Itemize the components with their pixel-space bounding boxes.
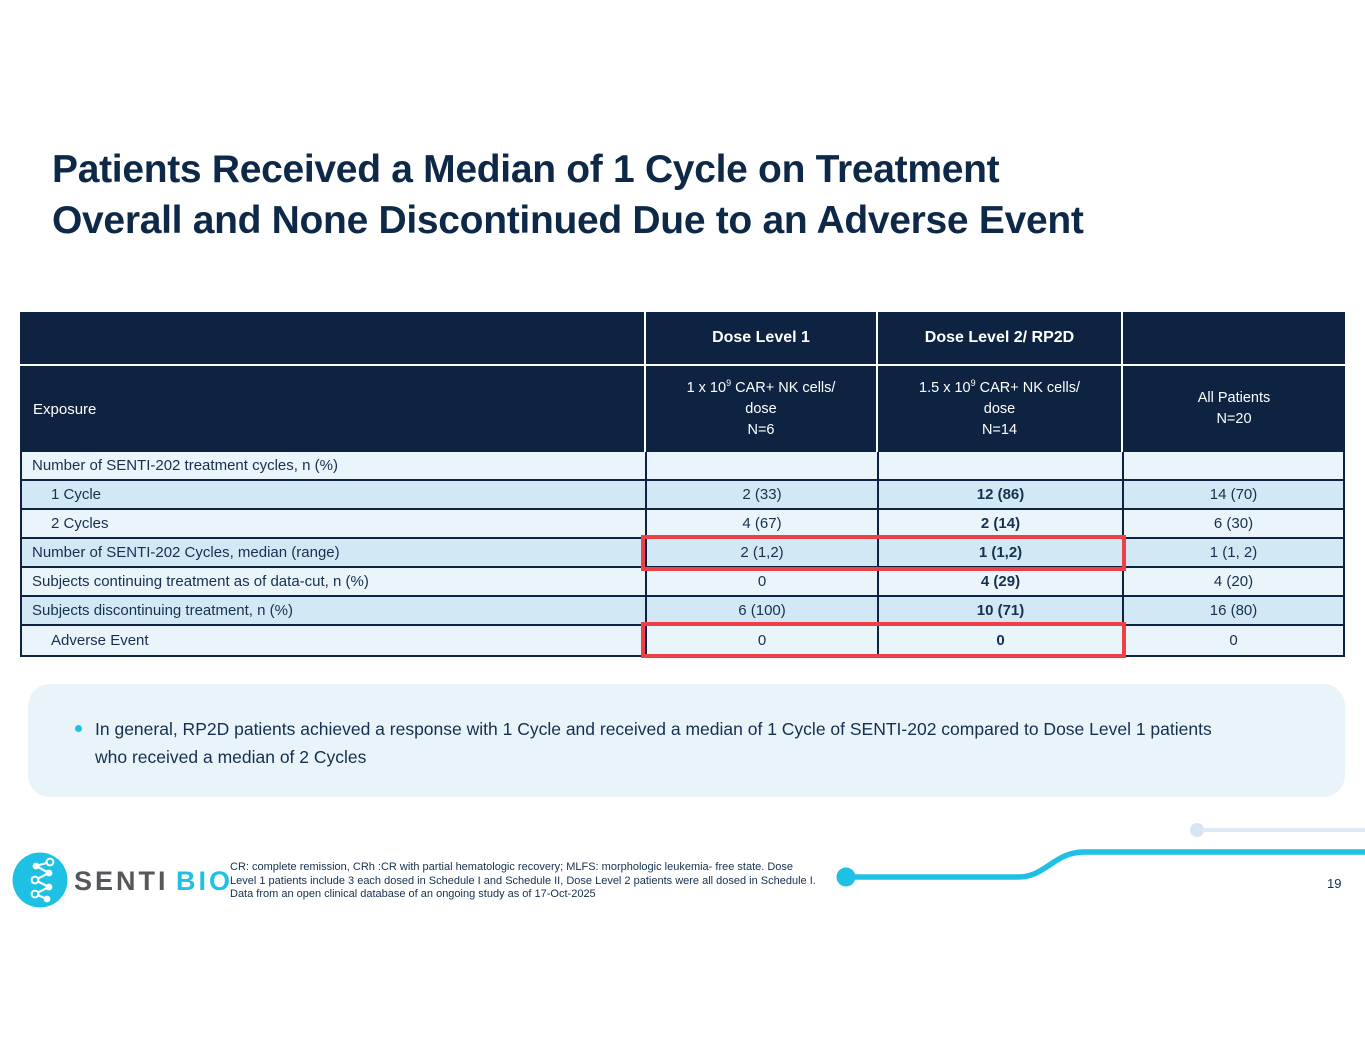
cell-dl1 — [645, 452, 877, 479]
header-empty-right-cell — [1123, 312, 1345, 364]
dl1-exponent: 9 — [726, 377, 732, 388]
row-label: Number of SENTI-202 Cycles, median (rang… — [32, 544, 340, 561]
dl2-dose-line-2: dose — [983, 400, 1016, 417]
logo-wordmark-bio: BIO — [176, 866, 233, 896]
dl1-n: N=6 — [747, 421, 775, 438]
bullet-dot-icon — [75, 725, 82, 732]
logo-wordmark-senti: SENTI — [74, 866, 169, 896]
all-patients-label: All Patients — [1197, 390, 1271, 406]
cyan-accent-line — [843, 849, 1365, 880]
senti-bio-molecule-icon — [12, 852, 68, 908]
row-label: Number of SENTI-202 treatment cycles, n … — [32, 457, 338, 474]
cell-dl2: 10 (71) — [877, 597, 1122, 624]
summary-text: In general, RP2D patients achieved a res… — [95, 719, 1212, 767]
row-label: Subjects continuing treatment as of data… — [32, 573, 369, 590]
dl2-exponent: 9 — [970, 377, 976, 388]
dl1-dose-line-1: 1 x 109 CAR+ NK cells/ — [686, 377, 836, 396]
cell-dl2: 0 — [877, 626, 1122, 655]
exposure-table: Dose Level 1 Dose Level 2/ RP2D Exposure… — [20, 312, 1345, 658]
page-title: Patients Received a Median of 1 Cycle on… — [52, 144, 1084, 246]
table-row: Number of SENTI-202 Cycles, median (rang… — [22, 539, 1343, 568]
cell-dl2: 4 (29) — [877, 568, 1122, 595]
table-row: Number of SENTI-202 treatment cycles, n … — [22, 452, 1343, 481]
table-body: Number of SENTI-202 treatment cycles, n … — [20, 452, 1345, 657]
header-dl1-dose: 1 x 109 CAR+ NK cells/ dose N=6 — [646, 366, 876, 452]
cell-all: 6 (30) — [1122, 510, 1343, 537]
row-label: 2 Cycles — [51, 515, 109, 532]
table-row: Adverse Event 0 0 0 — [22, 626, 1343, 655]
cell-all: 1 (1, 2) — [1122, 539, 1343, 566]
header-dose-level-1: Dose Level 1 — [646, 312, 876, 364]
page-title-line-2: Overall and None Discontinued Due to an … — [52, 199, 1084, 242]
cell-all: 0 — [1122, 626, 1343, 655]
cell-all: 14 (70) — [1122, 481, 1343, 508]
pale-line-dot — [1190, 823, 1204, 837]
cell-all — [1122, 452, 1343, 479]
header-all-patients: All Patients N=20 — [1123, 366, 1345, 452]
cell-dl2: 12 (86) — [877, 481, 1122, 508]
summary-callout: In general, RP2D patients achieved a res… — [28, 684, 1345, 797]
row-label: Subjects discontinuing treatment, n (%) — [32, 602, 293, 619]
header-dl2-dose: 1.5 x 109 CAR+ NK cells/ dose N=14 — [878, 366, 1121, 452]
page-number: 19 — [1327, 876, 1342, 891]
cell-dl1: 2 (1,2) — [645, 539, 877, 566]
table-row: 2 Cycles 4 (67) 2 (14) 6 (30) — [22, 510, 1343, 539]
cell-dl1: 2 (33) — [645, 481, 877, 508]
cell-dl2 — [877, 452, 1122, 479]
footnote-line-1: CR: complete remission, CRh :CR with par… — [230, 861, 794, 873]
cell-dl2: 1 (1,2) — [877, 539, 1122, 566]
all-patients-n: N=20 — [1216, 411, 1252, 427]
header-empty-left-cell — [20, 312, 644, 364]
table-header: Dose Level 1 Dose Level 2/ RP2D Exposure… — [20, 312, 1345, 452]
row-label: Adverse Event — [51, 632, 149, 649]
footnote-line-3: Data from an open clinical database of a… — [230, 888, 596, 900]
cell-dl2: 2 (14) — [877, 510, 1122, 537]
senti-bio-logo: SENTI BIO — [12, 852, 233, 908]
footnote-line-2: Level 1 patients include 3 each dosed in… — [230, 874, 816, 887]
header-exposure: Exposure — [20, 366, 644, 452]
cell-dl1: 6 (100) — [645, 597, 877, 624]
row-label: 1 Cycle — [51, 486, 102, 503]
footnote: CR: complete remission, CRh :CR with par… — [230, 861, 816, 902]
cell-dl1: 0 — [645, 568, 877, 595]
dl2-n: N=14 — [981, 421, 1018, 438]
header-dose-level-2-rp2d: Dose Level 2/ RP2D — [878, 312, 1121, 364]
cyan-line-dot — [836, 867, 856, 887]
cell-dl1: 0 — [645, 626, 877, 655]
dl2-dose-line-1: 1.5 x 109 CAR+ NK cells/ — [919, 377, 1080, 396]
table-row: Subjects continuing treatment as of data… — [22, 568, 1343, 597]
cell-dl1: 4 (67) — [645, 510, 877, 537]
page-title-line-1: Patients Received a Median of 1 Cycle on… — [52, 148, 1000, 191]
cell-all: 4 (20) — [1122, 568, 1343, 595]
cell-all: 16 (80) — [1122, 597, 1343, 624]
table-row: 1 Cycle 2 (33) 12 (86) 14 (70) — [22, 481, 1343, 510]
dl1-dose-line-2: dose — [745, 400, 777, 417]
table-row: Subjects discontinuing treatment, n (%) … — [22, 597, 1343, 626]
